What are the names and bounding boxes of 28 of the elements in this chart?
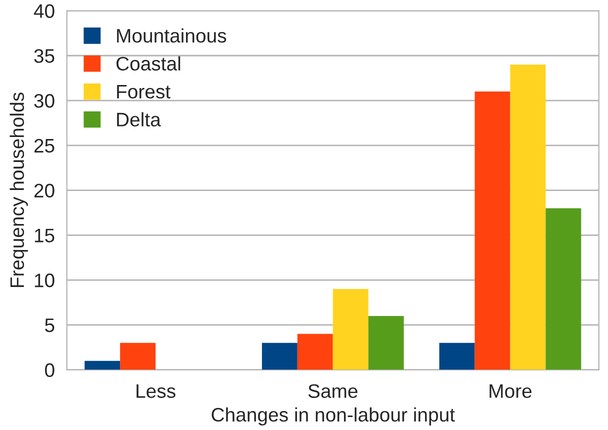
y-tick-label: 25 [34, 138, 54, 153]
y-tick-label: 15 [34, 228, 54, 242]
bar [368, 316, 404, 370]
bar [510, 64, 546, 370]
legend-label: Delta [117, 112, 161, 126]
bar [546, 208, 582, 370]
x-axis-title: Changes in non-labour input [212, 407, 455, 426]
legend-label: Forest [117, 84, 170, 99]
bar [262, 342, 298, 370]
x-tick-label: Less [136, 384, 176, 398]
y-tick-label: 5 [45, 318, 54, 332]
bar [332, 289, 368, 370]
bar [297, 334, 333, 370]
y-axis-title: Frequency households [10, 92, 28, 288]
bar [120, 342, 156, 370]
legend-label: Coastal [116, 56, 180, 71]
y-tick-label: 0 [45, 363, 54, 378]
bar [84, 360, 120, 370]
bar [439, 342, 475, 370]
bar [474, 92, 510, 370]
y-tick-label: 30 [34, 94, 54, 108]
x-tick-label: Same [308, 384, 358, 398]
y-tick-label: 40 [34, 4, 54, 18]
y-tick-label: 20 [34, 184, 54, 198]
y-tick-label: 35 [34, 49, 54, 63]
y-tick-label: 10 [34, 274, 54, 288]
x-tick-label: More [490, 384, 532, 398]
legend-label: Mountainous [117, 28, 226, 43]
